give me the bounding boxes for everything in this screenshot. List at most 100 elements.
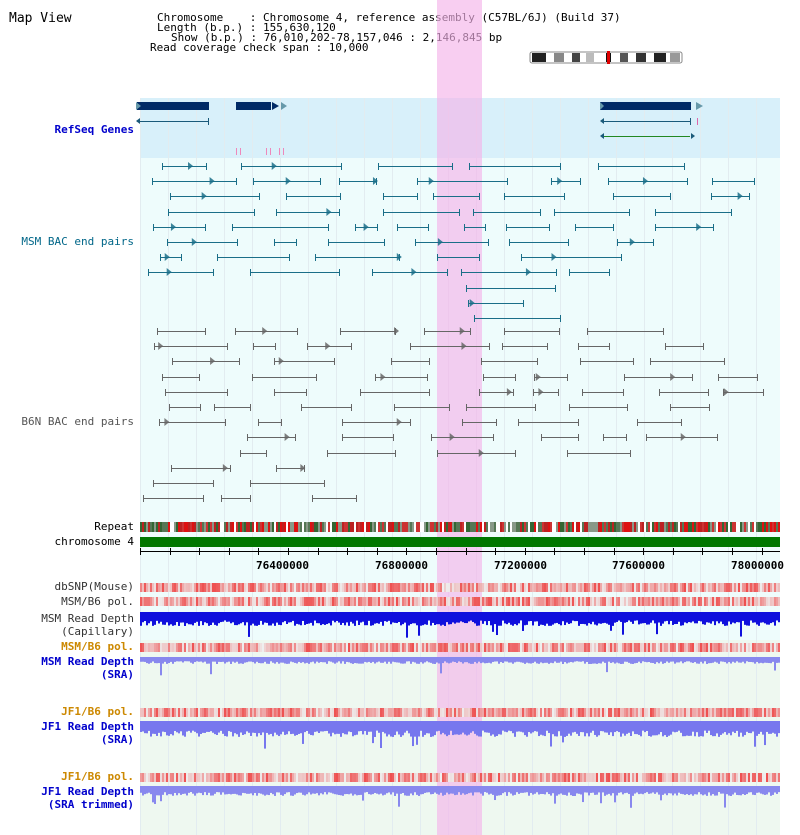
jf1-depth-trim-bar	[696, 786, 698, 795]
dbsnp-heat	[674, 583, 676, 592]
jf1-depth-sra-bar	[278, 721, 280, 737]
msm-pol-sra-label[interactable]: MSM/B6 pol.	[61, 640, 134, 653]
repeat-segment	[392, 522, 394, 532]
msm-depth-cap-bar	[736, 612, 738, 623]
chromosome-track-label[interactable]: chromosome 4	[54, 535, 134, 548]
msm-pol-heat	[240, 597, 242, 606]
jf1-depth-sra-bar	[374, 721, 376, 737]
msm-pol-heat	[382, 597, 384, 606]
jf1-depth-trim-bar	[252, 786, 254, 796]
jf1-depth-sra-bar	[552, 721, 554, 735]
msm-bac-pair	[232, 224, 329, 231]
dbsnp-heat	[182, 583, 184, 592]
jf1-pol-trim-label[interactable]: JF1/B6 pol.	[61, 770, 134, 783]
jf1-pol-trim-heat	[450, 773, 452, 782]
jf1-depth-sra-bar	[238, 721, 240, 737]
msm-depth-sra-bar	[616, 657, 618, 663]
jf1-pol-trim-heat	[162, 773, 164, 782]
msm-pol-heat	[760, 597, 762, 606]
msm-depth-sra-bar	[284, 657, 286, 664]
msm-depth-cap-label[interactable]: MSM Read Depth	[41, 612, 134, 625]
jf1-pol-trim-heat	[556, 773, 558, 782]
msm-pol-heat	[162, 597, 164, 606]
jf1-pol-heat	[552, 708, 554, 717]
repeat-segment	[362, 522, 364, 532]
chromosome-ideogram[interactable]	[528, 51, 688, 65]
dbsnp-heat	[384, 583, 386, 592]
jf1-pol-trim-heat	[290, 773, 292, 782]
msm-pol-sra-heat	[228, 643, 230, 652]
b6n-bac-track-label[interactable]: B6N BAC end pairs	[21, 415, 134, 428]
jf1-depth-trim-bar	[212, 786, 214, 796]
repeat-segment	[584, 522, 586, 532]
repeat-segment	[346, 522, 348, 532]
jf1-depth-trim-bar	[142, 786, 144, 796]
msm-pol-heat	[418, 597, 420, 606]
msm-depth-sra-bar	[396, 657, 398, 663]
dbsnp-heat	[720, 583, 722, 592]
jf1-depth-sra-bar	[624, 721, 626, 736]
highlight-region[interactable]	[437, 0, 482, 835]
msm-bac-track-label[interactable]: MSM BAC end pairs	[21, 235, 134, 248]
refseq-track-label[interactable]: RefSeq Genes	[54, 123, 134, 136]
dbsnp-heat	[152, 583, 154, 592]
msm-pol-sra-heat	[504, 643, 506, 652]
b6n-bac-pair	[312, 495, 357, 502]
msm-bac-pair	[170, 192, 260, 200]
jf1-pol-heat	[594, 708, 596, 717]
msm-pol-heat	[360, 597, 362, 606]
repeat-track-label[interactable]: Repeat	[94, 520, 134, 533]
axis-tick-label: 76400000	[256, 559, 309, 572]
dbsnp-heat	[280, 583, 282, 592]
msm-pol-track-label[interactable]: MSM/B6 pol.	[61, 595, 134, 608]
jf1-depth-trim-label[interactable]: JF1 Read Depth	[41, 785, 134, 798]
jf1-pol-label[interactable]: JF1/B6 pol.	[61, 705, 134, 718]
jf1-pol-trim-heat	[444, 773, 446, 782]
jf1-pol-heat	[246, 708, 248, 717]
jf1-depth-trim-bar	[756, 786, 758, 793]
msm-pol-sra-heat	[608, 643, 610, 652]
dbsnp-heat	[678, 583, 680, 592]
jf1-depth-trim-bar	[490, 786, 492, 794]
msm-pol-heat	[356, 597, 358, 606]
msm-pol-heat	[570, 597, 572, 606]
msm-depth-sra-bar	[720, 657, 722, 662]
jf1-depth-trim-bar	[380, 786, 382, 794]
msm-pol-heat	[398, 597, 400, 606]
msm-bac-pair	[509, 239, 569, 246]
repeat-segment	[754, 522, 756, 532]
msm-depth-cap-bar	[594, 612, 596, 625]
repeat-segment	[742, 522, 744, 532]
msm-pol-heat	[724, 597, 726, 606]
dbsnp-heat	[464, 583, 466, 592]
repeat-segment	[352, 522, 354, 532]
jf1-depth-trim-bar	[500, 786, 502, 796]
dbsnp-heat	[748, 583, 750, 592]
msm-depth-cap-bar	[284, 612, 286, 622]
jf1-pol-trim-heat	[154, 773, 156, 782]
jf1-pol-heat	[616, 708, 618, 717]
jf1-depth-sra-sublabel: (SRA)	[100, 733, 134, 746]
msm-pol-heat	[746, 597, 748, 606]
jf1-depth-sra-bar	[758, 721, 760, 734]
dbsnp-heat	[658, 583, 660, 592]
repeat-segment	[680, 522, 682, 532]
jf1-depth-sra-bar	[288, 721, 290, 732]
msm-pol-heat	[596, 597, 598, 606]
jf1-pol-heat	[410, 708, 412, 717]
msm-pol-heat	[196, 597, 198, 606]
msm-depth-sra-label[interactable]: MSM Read Depth	[41, 655, 134, 668]
jf1-pol-heat	[456, 708, 458, 717]
msm-depth-sra-bar	[582, 657, 584, 662]
jf1-depth-trim-bar	[158, 786, 160, 796]
jf1-pol-trim-heat	[692, 773, 694, 782]
msm-depth-sra-bar	[306, 657, 308, 663]
jf1-depth-sra-label[interactable]: JF1 Read Depth	[41, 720, 134, 733]
repeat-segment	[374, 522, 376, 532]
jf1-depth-trim-bar	[238, 786, 240, 796]
jf1-depth-trim-bar	[346, 786, 348, 795]
dbsnp-track-label[interactable]: dbSNP(Mouse)	[54, 580, 134, 593]
repeat-segment	[756, 522, 758, 532]
msm-depth-cap-bar	[302, 612, 304, 621]
